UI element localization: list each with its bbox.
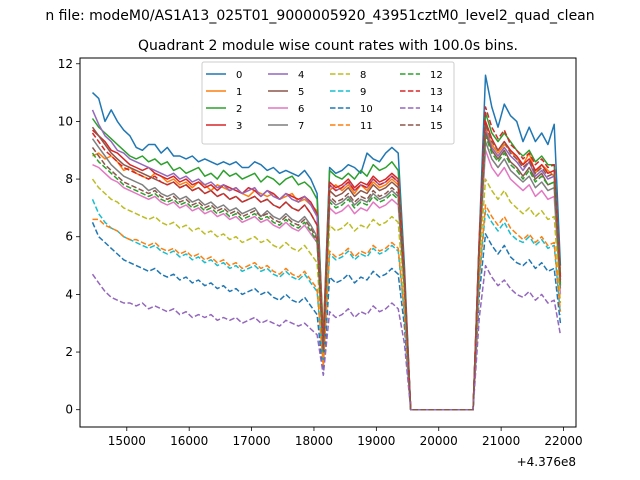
series-line-15 bbox=[91, 123, 562, 411]
plot-frame bbox=[79, 57, 577, 428]
x-tick-label: 18000 bbox=[295, 434, 333, 448]
legend-label: 11 bbox=[360, 121, 373, 132]
series-line-10 bbox=[91, 222, 562, 411]
series-line-13 bbox=[91, 106, 562, 411]
y-axis: 0 2 4 6 8 10 12 bbox=[58, 57, 80, 417]
figure-suptitle: n file: modeM0/AS1A13_025T01_9000005920_… bbox=[45, 8, 594, 24]
legend-label: 2 bbox=[236, 104, 242, 115]
y-tick-label: 6 bbox=[65, 230, 73, 244]
y-tick-label: 8 bbox=[65, 172, 73, 186]
series-line-12 bbox=[91, 135, 562, 411]
legend-label: 3 bbox=[236, 121, 242, 132]
series-line-14 bbox=[91, 264, 562, 411]
legend-label: 5 bbox=[298, 87, 304, 98]
legend-label: 8 bbox=[360, 70, 366, 81]
x-tick-label: 15000 bbox=[108, 434, 146, 448]
legend-label: 12 bbox=[430, 70, 443, 81]
legend-label: 13 bbox=[430, 87, 443, 98]
y-tick-label: 2 bbox=[65, 345, 73, 359]
x-axis-offset-label: +4.376e8 bbox=[517, 455, 576, 469]
legend-label: 10 bbox=[360, 104, 373, 115]
y-tick-label: 0 bbox=[65, 403, 73, 417]
legend-label: 15 bbox=[430, 121, 443, 132]
chart-title: Quadrant 2 module wise count rates with … bbox=[138, 38, 518, 54]
legend-label: 7 bbox=[298, 121, 304, 132]
y-tick-label: 4 bbox=[65, 287, 73, 301]
x-tick-label: 21000 bbox=[482, 434, 520, 448]
legend-label: 1 bbox=[236, 87, 242, 98]
y-tick-label: 10 bbox=[58, 114, 73, 128]
x-tick-label: 20000 bbox=[420, 434, 458, 448]
series-line-11 bbox=[92, 204, 562, 411]
legend-label: 4 bbox=[298, 70, 304, 81]
x-tick-label: 19000 bbox=[357, 434, 395, 448]
legend-label: 9 bbox=[360, 87, 366, 98]
x-tick-label: 16000 bbox=[170, 434, 208, 448]
series-layer bbox=[91, 74, 562, 411]
legend-label: 0 bbox=[236, 70, 242, 81]
x-axis: 15000 16000 17000 18000 19000 20000 21000 22000 bbox=[108, 427, 583, 448]
x-tick-label: 22000 bbox=[544, 434, 582, 448]
y-tick-label: 12 bbox=[58, 57, 73, 71]
legend-label: 6 bbox=[298, 104, 304, 115]
legend-frame bbox=[201, 61, 455, 145]
legend-label: 14 bbox=[430, 104, 443, 115]
x-tick-label: 17000 bbox=[232, 434, 270, 448]
